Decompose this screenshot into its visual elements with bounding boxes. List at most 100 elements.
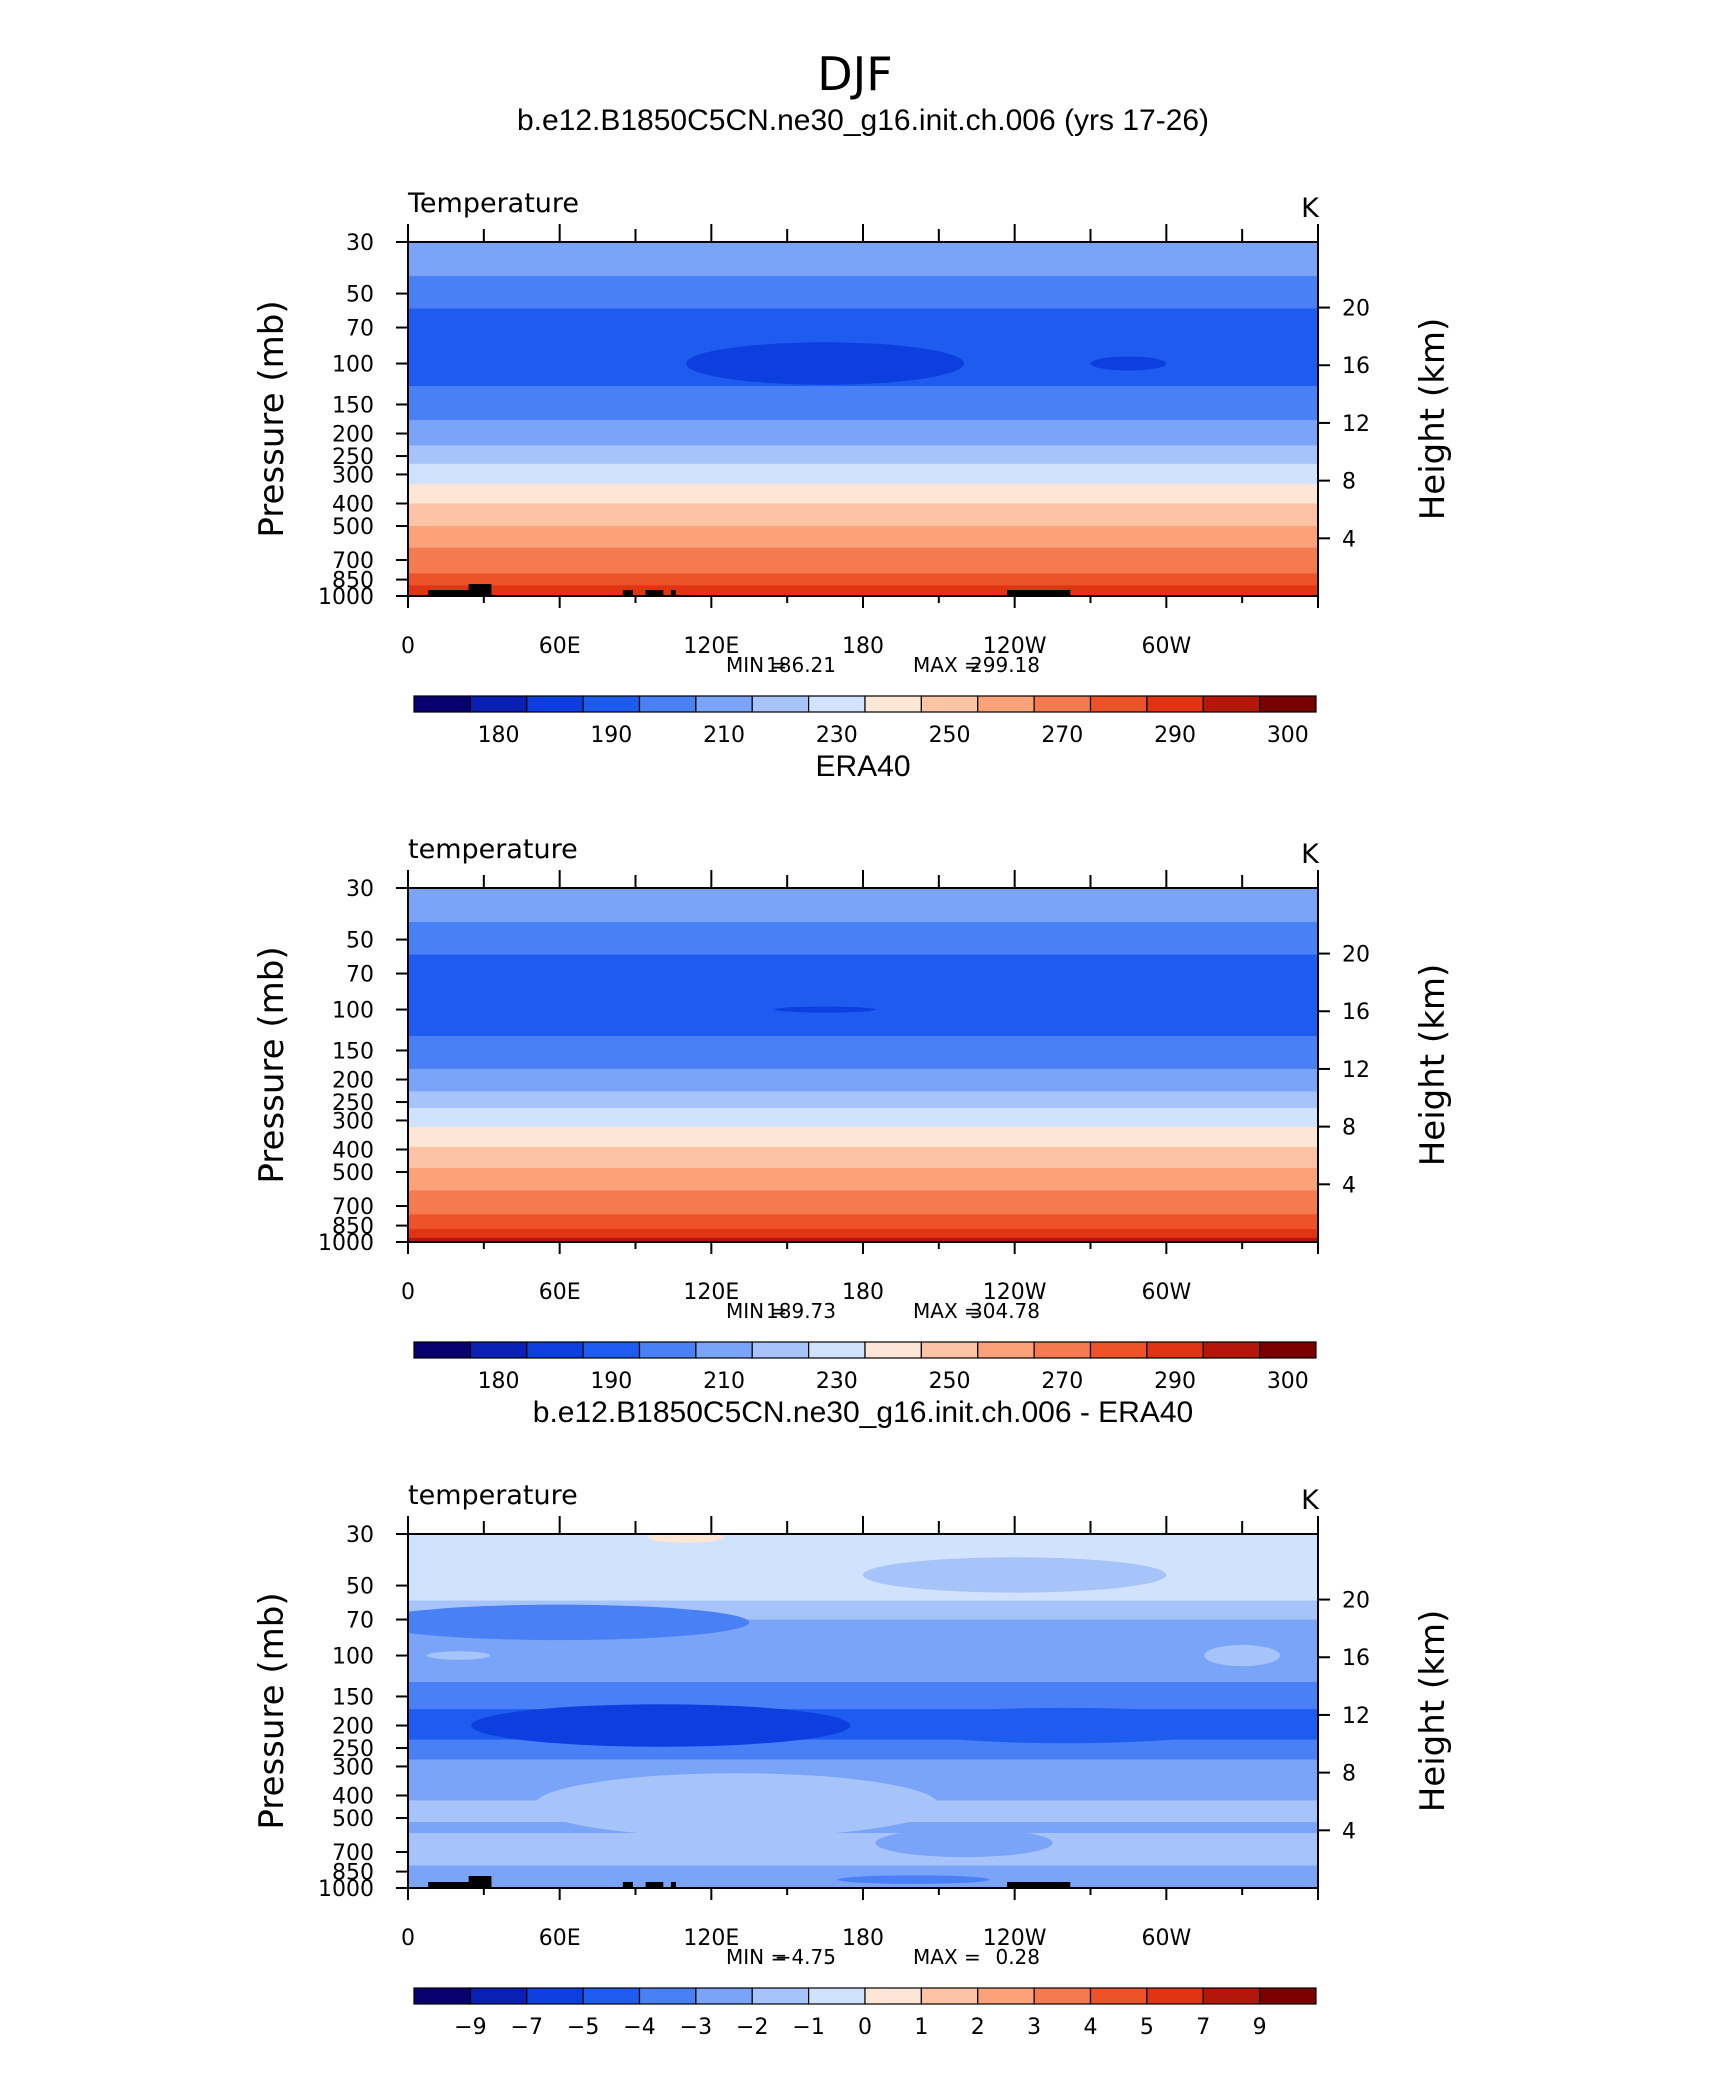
colorbar-label: 0	[858, 2015, 872, 2040]
lon-tick-label: 0	[401, 634, 415, 659]
pressure-tick-label: 70	[346, 317, 374, 342]
units-label: K	[1301, 1485, 1320, 1516]
pressure-tick-label: 30	[346, 1523, 374, 1548]
pressure-tick-label: 700	[332, 1195, 374, 1220]
height-tick-label: 4	[1342, 527, 1356, 552]
pressure-tick-label: 200	[332, 1069, 374, 1094]
contour-band	[408, 547, 1318, 575]
contour-band	[408, 242, 1318, 277]
pressure-tick-label: 150	[332, 1039, 374, 1064]
terrain-block	[670, 590, 676, 596]
colorbar-box	[1089, 1341, 1148, 1359]
contour-band	[408, 1229, 1318, 1239]
height-tick-label: 8	[1342, 1116, 1356, 1141]
colorbar-label: 7	[1196, 2015, 1210, 2040]
colorbar-label: 290	[1154, 723, 1196, 748]
colorbar-box	[751, 1341, 810, 1359]
colorbar-box	[1033, 1341, 1092, 1359]
pressure-tick-label: 70	[346, 1609, 374, 1634]
contour-feature	[408, 1604, 750, 1641]
min-value: 189.73	[766, 1299, 836, 1323]
colorbar-box	[920, 695, 979, 713]
panels: b.e12.B1850C5CN.ne30_g16.init.ch.006 (yr…	[252, 104, 1453, 2040]
colorbar-box	[1202, 695, 1261, 713]
panel-title: b.e12.B1850C5CN.ne30_g16.init.ch.006 (yr…	[517, 104, 1209, 137]
pressure-tick-label: 250	[332, 1091, 374, 1116]
colorbar-box	[413, 1987, 471, 2005]
pressure-tick-label: 400	[332, 1138, 374, 1163]
height-tick-label: 4	[1342, 1173, 1356, 1198]
pressure-tick-label: 300	[332, 1755, 374, 1780]
contour-feature	[1204, 1644, 1281, 1667]
height-tick-label: 8	[1342, 470, 1356, 495]
colorbar-box	[695, 1987, 753, 2005]
colorbar-box	[526, 695, 584, 713]
colorbar-label: 180	[478, 723, 520, 748]
terrain-block	[428, 590, 492, 596]
units-label: K	[1301, 839, 1320, 870]
colorbar-label: 1	[914, 2015, 928, 2040]
colorbar-box	[1202, 1987, 1261, 2005]
contour-band	[408, 1068, 1318, 1093]
contour-band	[408, 921, 1318, 956]
contour-band	[408, 484, 1318, 505]
height-tick-label: 12	[1342, 1058, 1370, 1083]
min-value: −4.75	[775, 1945, 836, 1969]
pressure-tick-label: 200	[332, 1715, 374, 1740]
min-value: 186.21	[766, 653, 836, 677]
pressure-tick-label: 500	[332, 1161, 374, 1186]
colorbar-box	[1033, 695, 1092, 713]
colorbar-box	[469, 1341, 528, 1359]
contour-band	[408, 445, 1318, 465]
pressure-tick-label: 50	[346, 283, 374, 308]
colorbar-box	[582, 695, 641, 713]
contour-band	[408, 573, 1318, 586]
colorbar-box	[977, 695, 1035, 713]
colorbar-box	[638, 1341, 697, 1359]
colorbar-label: 180	[478, 1369, 520, 1394]
colorbar-label: 210	[703, 723, 745, 748]
y-axis-label: Pressure (mb)	[252, 300, 292, 537]
lon-tick-label: 180	[842, 634, 884, 659]
colorbar-box	[1259, 1987, 1317, 2005]
colorbar-box	[1033, 1987, 1092, 2005]
pressure-tick-label: 300	[332, 463, 374, 488]
height-tick-label: 16	[1342, 1646, 1370, 1671]
pressure-tick-label: 100	[332, 1645, 374, 1670]
colorbar-box	[920, 1341, 979, 1359]
height-tick-label: 20	[1342, 1589, 1370, 1614]
height-tick-label: 20	[1342, 297, 1370, 322]
terrain-block	[645, 590, 664, 596]
contour-band	[408, 1739, 1318, 1761]
terrain-block	[468, 1876, 492, 1888]
y-axis-label: Pressure (mb)	[252, 1592, 292, 1829]
contour-band	[408, 1091, 1318, 1109]
contour-feature	[863, 1557, 1167, 1593]
colorbar-label: 4	[1084, 2015, 1098, 2040]
colorbar-label: 9	[1253, 2015, 1267, 2040]
pressure-tick-label: 100	[332, 353, 374, 378]
pressure-tick-label: 850	[332, 1861, 374, 1886]
pressure-tick-label: 400	[332, 492, 374, 517]
colorbar-label: −1	[792, 2015, 824, 2040]
height-tick-label: 4	[1342, 1819, 1356, 1844]
panel-title: ERA40	[815, 750, 910, 783]
panel-1: b.e12.B1850C5CN.ne30_g16.init.ch.006 (yr…	[252, 104, 1453, 748]
colorbar-box	[920, 1987, 979, 2005]
height-tick-label: 12	[1342, 412, 1370, 437]
colorbar-box	[977, 1341, 1035, 1359]
colorbar-box	[808, 1341, 866, 1359]
terrain-block	[622, 1882, 633, 1888]
lon-tick-label: 0	[401, 1280, 415, 1305]
colorbar-box	[413, 695, 471, 713]
contour-band	[408, 1237, 1318, 1242]
contour-band	[408, 1534, 1318, 1602]
pressure-tick-label: 250	[332, 445, 374, 470]
height-tick-label: 20	[1342, 943, 1370, 968]
lon-tick-label: 120W	[983, 634, 1047, 659]
lon-tick-label: 180	[842, 1280, 884, 1305]
colorbar-box	[864, 695, 922, 713]
pressure-tick-label: 500	[332, 515, 374, 540]
panel-2: ERA40 temperature K 0 60E 120E 180 120W 60W 30 50 7…	[252, 750, 1453, 1394]
colorbar-label: 230	[816, 1369, 858, 1394]
